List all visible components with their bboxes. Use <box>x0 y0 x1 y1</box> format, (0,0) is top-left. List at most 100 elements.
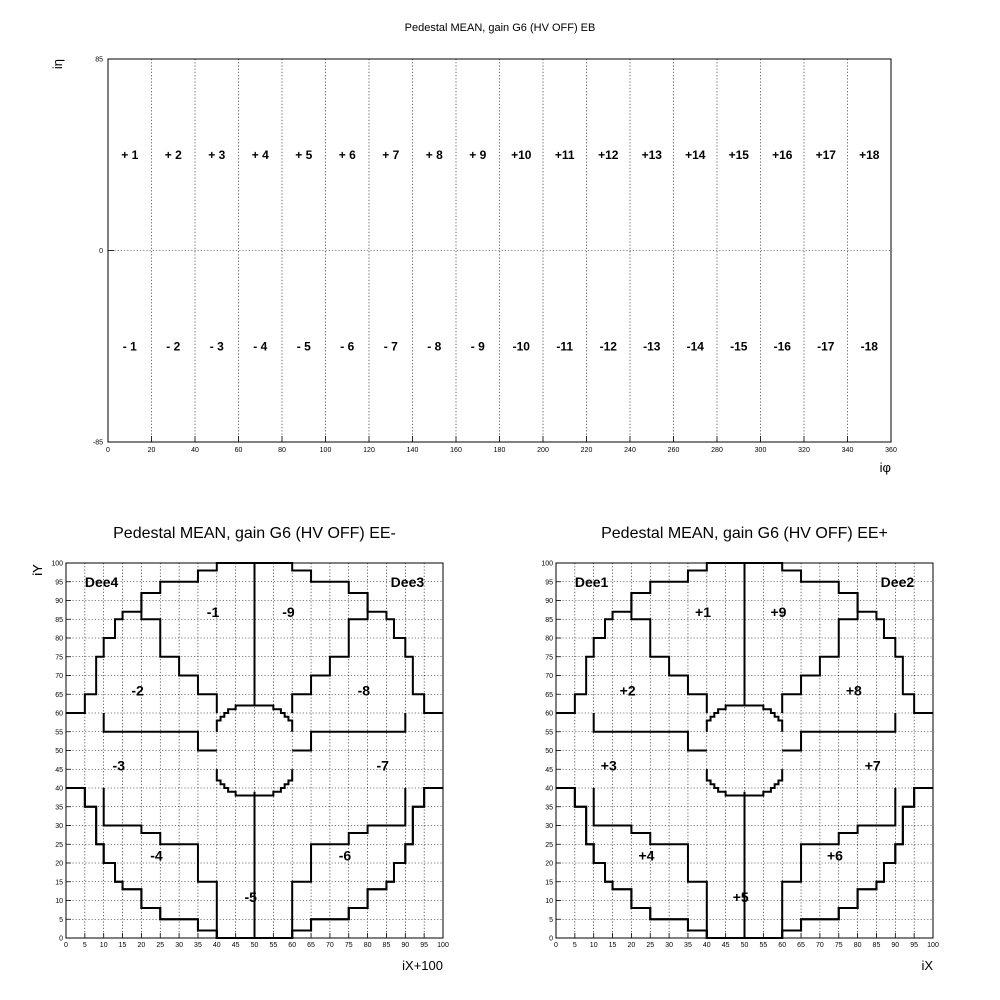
eep-inner-hole <box>707 769 745 795</box>
eb-x-tick-label: 40 <box>191 447 199 454</box>
eb-sm-plus-label: +14 <box>685 148 706 162</box>
eem-y-tick-label: 15 <box>55 879 63 886</box>
eep-x-axis-label: iX <box>921 958 933 973</box>
eb-sm-plus-label: + 6 <box>339 148 356 162</box>
eep-sector-label: +4 <box>638 848 654 864</box>
eem-x-tick-label: 50 <box>251 942 259 949</box>
eep-x-tick-label: 80 <box>854 942 862 949</box>
eb-x-tick-label: 20 <box>148 447 156 454</box>
eb-x-tick-label: 360 <box>885 447 897 454</box>
eep-x-tick-label: 15 <box>609 942 617 949</box>
eem-sector-label: -9 <box>282 604 295 620</box>
eep-x-tick-label: 45 <box>722 942 730 949</box>
eep-x-tick-label: 95 <box>910 942 918 949</box>
eem-y-tick-label: 95 <box>55 579 63 586</box>
eep-x-tick-label: 65 <box>797 942 805 949</box>
eep-x-tick-label: 40 <box>703 942 711 949</box>
eb-x-tick-label: 220 <box>581 447 593 454</box>
eb-sm-plus-label: + 2 <box>165 148 182 162</box>
eb-sm-minus-label: - 3 <box>210 339 224 353</box>
eep-sector-label: +7 <box>865 758 881 774</box>
eb-sm-plus-label: +18 <box>859 148 880 162</box>
eep-y-tick-label: 95 <box>545 579 553 586</box>
eem-x-tick-label: 60 <box>288 942 296 949</box>
eb-sm-plus-label: + 5 <box>295 148 312 162</box>
eep-y-tick-label: 0 <box>549 936 553 943</box>
eb-sm-plus-label: +16 <box>772 148 793 162</box>
eb-x-tick-label: 280 <box>711 447 723 454</box>
eem-sector-boundary <box>292 713 405 751</box>
eb-sm-plus-label: +10 <box>511 148 532 162</box>
eem-x-tick-label: 85 <box>383 942 391 949</box>
eb-sm-plus-label: +11 <box>555 148 575 162</box>
eem-x-tick-label: 90 <box>401 942 409 949</box>
eep-inner-hole <box>745 706 783 732</box>
eem-chart: Pedestal MEAN, gain G6 (HV OFF) EE-00551… <box>30 525 449 973</box>
eep-inner-hole <box>745 769 783 795</box>
eb-x-tick-label: 300 <box>755 447 767 454</box>
eep-x-tick-label: 30 <box>665 942 673 949</box>
eb-sm-plus-label: +13 <box>642 148 663 162</box>
eem-dee-right-label: Dee3 <box>391 574 425 590</box>
eb-x-tick-label: 60 <box>235 447 243 454</box>
eep-sector-label: +5 <box>733 889 749 905</box>
eb-sm-plus-label: +15 <box>729 148 750 162</box>
eb-sm-plus-label: +12 <box>598 148 619 162</box>
eep-y-tick-label: 35 <box>545 804 553 811</box>
eem-y-tick-label: 5 <box>59 917 63 924</box>
eb-sm-minus-label: -18 <box>861 339 879 353</box>
eb-sm-minus-label: -11 <box>556 339 573 353</box>
eb-sm-minus-label: -12 <box>600 339 618 353</box>
eem-sector-label: -5 <box>245 889 258 905</box>
eem-inner-hole <box>255 769 293 795</box>
eep-x-tick-label: 55 <box>759 942 767 949</box>
eb-sm-minus-label: -15 <box>730 339 748 353</box>
eem-dee-left-label: Dee4 <box>85 574 119 590</box>
eb-y-tick-label: 0 <box>99 248 103 255</box>
eb-x-tick-label: 80 <box>278 447 286 454</box>
eem-x-tick-label: 0 <box>64 942 68 949</box>
eem-y-tick-label: 55 <box>55 729 63 736</box>
eem-inner-hole <box>217 706 255 732</box>
eep-x-tick-label: 5 <box>573 942 577 949</box>
eb-sm-plus-label: +17 <box>816 148 837 162</box>
eb-sm-minus-label: -10 <box>513 339 531 353</box>
eb-sm-plus-label: + 8 <box>426 148 443 162</box>
eep-x-tick-label: 85 <box>873 942 881 949</box>
eem-y-tick-label: 25 <box>55 842 63 849</box>
eem-sector-label: -2 <box>131 683 144 699</box>
eep-y-tick-label: 40 <box>545 786 553 793</box>
eb-x-tick-label: 120 <box>363 447 375 454</box>
eep-sector-label: +3 <box>601 758 617 774</box>
eb-sm-minus-label: - 4 <box>253 339 267 353</box>
eb-chart: Pedestal MEAN, gain G6 (HV OFF) EB 0 20 40 6… <box>50 22 897 475</box>
eem-y-tick-label: 65 <box>55 692 63 699</box>
eep-x-tick-label: 0 <box>554 942 558 949</box>
eep-title: Pedestal MEAN, gain G6 (HV OFF) EE+ <box>601 525 888 542</box>
eb-sm-minus-label: - 7 <box>384 339 398 353</box>
eep-y-tick-label: 20 <box>545 861 553 868</box>
eem-sector-label: -6 <box>339 848 352 864</box>
eem-y-tick-label: 70 <box>55 673 63 680</box>
eb-x-tick-label: 260 <box>668 447 680 454</box>
eb-sm-plus-label: + 7 <box>382 148 399 162</box>
eep-inner-hole <box>707 706 745 732</box>
eep-y-tick-label: 25 <box>545 842 553 849</box>
eep-y-tick-label: 60 <box>545 711 553 718</box>
eem-sector-label: -4 <box>150 848 163 864</box>
eep-y-tick-label: 65 <box>545 692 553 699</box>
eb-x-axis-label: iφ <box>880 460 891 475</box>
eep-y-tick-label: 55 <box>545 729 553 736</box>
eep-y-tick-label: 15 <box>545 879 553 886</box>
eem-x-tick-label: 45 <box>232 942 240 949</box>
eb-x-tick-label: 340 <box>842 447 854 454</box>
eep-x-tick-label: 25 <box>646 942 654 949</box>
eep-x-tick-label: 50 <box>741 942 749 949</box>
eem-y-tick-label: 45 <box>55 767 63 774</box>
eep-x-tick-label: 75 <box>835 942 843 949</box>
eb-sm-minus-label: -16 <box>774 339 792 353</box>
eb-x-tick-label: 140 <box>407 447 419 454</box>
eep-sector-label: +6 <box>827 848 843 864</box>
eep-sector-label: +2 <box>620 683 636 699</box>
eep-sector-label: +9 <box>770 604 786 620</box>
